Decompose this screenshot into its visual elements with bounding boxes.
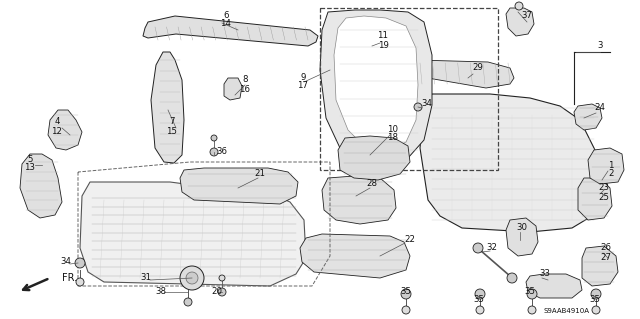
Polygon shape <box>322 176 396 224</box>
Text: 35: 35 <box>589 295 600 305</box>
Text: 8: 8 <box>243 76 248 85</box>
Text: 31: 31 <box>141 272 152 281</box>
Polygon shape <box>582 246 618 286</box>
Circle shape <box>528 306 536 314</box>
Circle shape <box>401 289 411 299</box>
Circle shape <box>219 275 225 281</box>
Polygon shape <box>80 182 306 286</box>
Text: 35: 35 <box>525 287 536 296</box>
Circle shape <box>476 306 484 314</box>
Text: 25: 25 <box>598 192 609 202</box>
Polygon shape <box>20 154 62 218</box>
Text: 1: 1 <box>608 160 614 169</box>
Circle shape <box>210 148 218 156</box>
Text: 35: 35 <box>474 295 484 305</box>
Text: 14: 14 <box>221 19 232 28</box>
Circle shape <box>592 306 600 314</box>
Polygon shape <box>48 110 82 150</box>
Polygon shape <box>368 20 394 48</box>
Circle shape <box>211 135 217 141</box>
Text: FR.: FR. <box>62 273 77 283</box>
Text: 19: 19 <box>378 41 388 49</box>
Text: 16: 16 <box>239 85 250 93</box>
Polygon shape <box>420 94 600 232</box>
Polygon shape <box>334 16 418 152</box>
Text: S9AAB4910A: S9AAB4910A <box>544 308 590 314</box>
Text: 15: 15 <box>166 127 177 136</box>
Circle shape <box>414 103 422 111</box>
Circle shape <box>218 288 226 296</box>
Polygon shape <box>506 8 534 36</box>
Text: 24: 24 <box>595 103 605 113</box>
Circle shape <box>402 306 410 314</box>
Circle shape <box>75 258 85 268</box>
Circle shape <box>473 243 483 253</box>
Text: 10: 10 <box>387 124 399 133</box>
Polygon shape <box>412 60 514 88</box>
Polygon shape <box>300 234 410 278</box>
Text: 6: 6 <box>223 11 228 19</box>
Text: 28: 28 <box>367 179 378 188</box>
Text: 4: 4 <box>54 117 60 127</box>
Text: 34: 34 <box>422 100 433 108</box>
Text: 12: 12 <box>51 127 63 136</box>
Circle shape <box>475 289 485 299</box>
Text: 34: 34 <box>61 256 72 265</box>
Text: 7: 7 <box>169 117 175 127</box>
Text: 32: 32 <box>486 242 497 251</box>
Circle shape <box>507 273 517 283</box>
Text: 26: 26 <box>600 243 611 253</box>
Polygon shape <box>143 16 318 46</box>
Polygon shape <box>526 274 582 298</box>
Text: 35: 35 <box>401 287 412 296</box>
Text: 21: 21 <box>255 169 266 179</box>
Circle shape <box>527 289 537 299</box>
Polygon shape <box>180 168 298 204</box>
Text: 38: 38 <box>156 287 166 296</box>
Text: 36: 36 <box>216 146 227 155</box>
Circle shape <box>180 266 204 290</box>
Text: 29: 29 <box>472 63 483 72</box>
Circle shape <box>515 2 523 10</box>
Text: 30: 30 <box>516 224 527 233</box>
Bar <box>320 8 498 170</box>
Circle shape <box>76 278 84 286</box>
Text: 2: 2 <box>608 169 614 179</box>
Polygon shape <box>578 178 612 220</box>
Text: 37: 37 <box>522 11 532 20</box>
Text: 5: 5 <box>28 154 33 164</box>
Polygon shape <box>588 148 624 184</box>
Text: 20: 20 <box>211 287 223 296</box>
Text: 33: 33 <box>540 270 550 278</box>
Polygon shape <box>574 104 602 130</box>
Text: 18: 18 <box>387 133 399 143</box>
Text: 3: 3 <box>597 41 603 50</box>
Circle shape <box>184 298 192 306</box>
Polygon shape <box>224 78 242 100</box>
Text: 27: 27 <box>600 253 611 262</box>
Polygon shape <box>151 52 184 163</box>
Polygon shape <box>338 136 410 180</box>
Polygon shape <box>320 10 432 166</box>
Text: 9: 9 <box>300 72 306 81</box>
Text: 23: 23 <box>598 183 609 192</box>
Text: 22: 22 <box>404 235 415 244</box>
Text: 17: 17 <box>298 81 308 91</box>
Polygon shape <box>506 218 538 256</box>
Circle shape <box>186 272 198 284</box>
Text: 11: 11 <box>378 32 388 41</box>
Circle shape <box>591 289 601 299</box>
Text: 13: 13 <box>24 164 35 173</box>
